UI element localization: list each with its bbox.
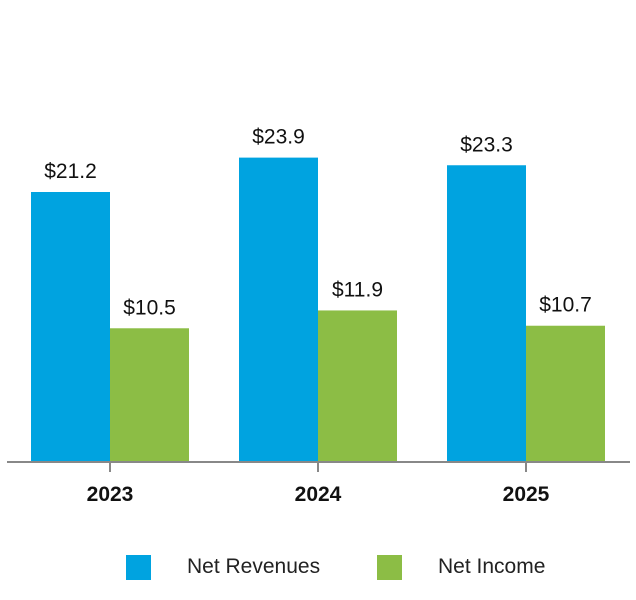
- bar-net-revenues-2025: [447, 165, 526, 463]
- legend-swatch-net-revenues: [126, 554, 151, 580]
- x-tick-labels-group: 2023 2024 2025: [87, 483, 550, 506]
- data-label-net-income-2025: $10.7: [539, 294, 592, 317]
- x-tick-label-2024: 2024: [295, 483, 342, 506]
- data-label-net-revenues-2023: $21.2: [44, 160, 97, 183]
- legend-swatch-net-income: [377, 554, 402, 580]
- bar-net-revenues-2024: [239, 157, 318, 462]
- bar-net-income-2025: [526, 325, 605, 462]
- x-tick-label-2023: 2023: [87, 483, 134, 506]
- bar-labels-group: $21.2 $10.5 $23.9 $11.9 $23.3 $10.7: [44, 126, 592, 320]
- legend: Net Revenues Net Income: [0, 552, 636, 582]
- legend-label-net-income: Net Income: [438, 555, 546, 578]
- data-label-net-income-2024: $11.9: [332, 278, 383, 301]
- x-ticks-group: [109, 462, 527, 472]
- legend-item-net-revenues: Net Revenues: [126, 552, 320, 582]
- data-label-net-revenues-2025: $23.3: [460, 133, 513, 156]
- bar-net-revenues-2023: [31, 192, 110, 462]
- bar-net-income-2024: [318, 310, 397, 462]
- legend-item-net-income: Net Income: [377, 552, 545, 582]
- bars-group: [31, 157, 605, 463]
- data-label-net-income-2023: $10.5: [123, 296, 176, 319]
- bar-net-income-2023: [110, 328, 189, 462]
- bar-chart: $21.2$10.5$23.9$11.9$23.3$10.7 2023 2024 2…: [7, 126, 630, 506]
- data-label-net-revenues-2024: $23.9: [252, 126, 305, 149]
- legend-label-net-revenues: Net Revenues: [187, 555, 321, 578]
- x-tick-label-2025: 2025: [503, 483, 550, 506]
